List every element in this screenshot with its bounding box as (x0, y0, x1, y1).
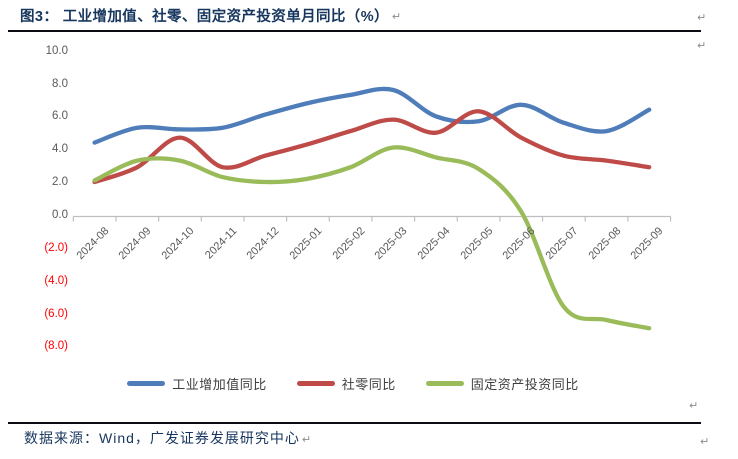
legend-label: 固定资产投资同比 (470, 377, 579, 392)
y-axis-tick-label: (8.0) (44, 340, 68, 353)
paragraph-mark-icon: ↵ (697, 39, 707, 52)
y-axis-tick-label: 0.0 (52, 209, 68, 221)
y-axis-tick-label: 2.0 (52, 176, 68, 189)
series-line-fixed-asset-investment (92, 145, 652, 331)
paragraph-mark-icon: ↵ (301, 433, 313, 446)
y-axis-tick-label: 4.0 (52, 143, 68, 156)
legend-label: 社零同比 (341, 377, 396, 392)
paragraph-mark-icon: ↵ (391, 10, 402, 23)
footer-rule (8, 422, 701, 424)
paragraph-mark-icon: ↵ (697, 11, 707, 24)
data-source-note: 数据来源：Wind，广发证券发展研究中心 ↵ (24, 428, 312, 448)
paragraph-mark-icon: ↵ (700, 435, 710, 448)
legend-line-swatch (425, 381, 464, 386)
data-source-text: 数据来源：Wind，广发证券发展研究中心 (24, 430, 300, 446)
y-axis-tick-label: (6.0) (44, 307, 68, 320)
legend-label: 工业增加值同比 (172, 377, 267, 392)
y-axis-tick-label: (2.0) (44, 241, 68, 254)
figure-title: 图3： 工业增加值、社零、固定资产投资单月同比（%） (20, 9, 389, 25)
legend-item-retail-sales: 社零同比 (296, 374, 396, 393)
legend-line-swatch (127, 381, 166, 386)
y-axis-tick-label: 6.0 (52, 110, 68, 123)
series-line-retail-sales (92, 109, 652, 185)
series-line-industrial-output (92, 86, 652, 145)
legend-line-swatch (296, 381, 335, 386)
title-rule (8, 30, 701, 32)
paragraph-mark-icon: ↵ (689, 399, 699, 412)
y-axis-tick-label: 10.0 (45, 44, 68, 57)
legend: 工业增加值同比 社零同比 固定资产投资同比 (0, 374, 706, 393)
y-axis-tick-label: (4.0) (44, 274, 68, 287)
legend-item-fixed-asset-investment: 固定资产投资同比 (425, 374, 579, 393)
figure-title-row: 图3： 工业增加值、社零、固定资产投资单月同比（%） ↵ (20, 5, 401, 26)
y-axis-tick-label: 8.0 (52, 77, 68, 90)
legend-item-industrial-output: 工业增加值同比 (127, 374, 267, 393)
